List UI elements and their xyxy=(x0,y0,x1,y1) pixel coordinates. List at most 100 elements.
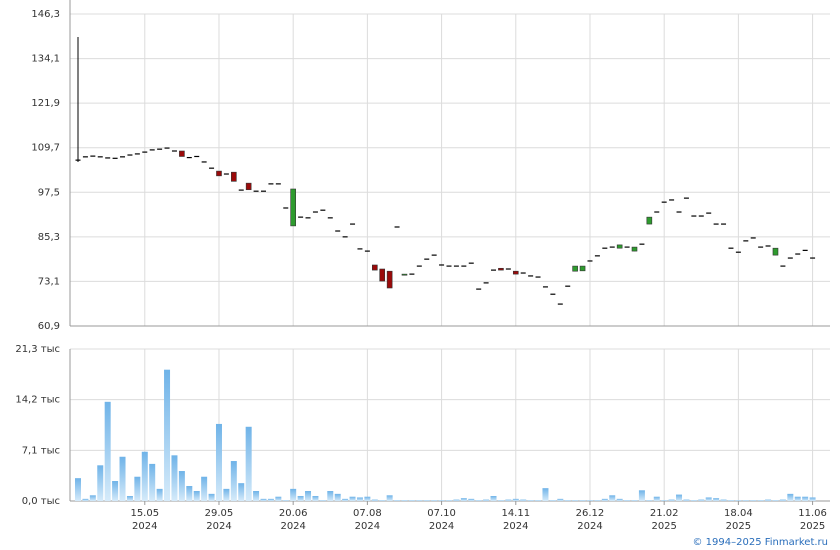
volume-bar xyxy=(698,499,705,501)
volume-bar xyxy=(535,500,542,501)
footer: © 1994–2025 Finmarket.ru xyxy=(692,537,828,548)
volume-bar xyxy=(267,498,274,501)
volume-bar xyxy=(512,498,519,501)
volume-bar xyxy=(742,500,749,501)
volume-bar xyxy=(549,500,556,501)
x-tick-year: 2025 xyxy=(800,521,825,532)
volume-bar xyxy=(638,490,645,501)
volume-bar xyxy=(119,456,126,501)
volume-bar xyxy=(572,500,579,501)
volume-bar xyxy=(690,500,697,501)
volume-bar xyxy=(794,496,801,501)
volume-bar xyxy=(386,495,393,501)
volume-bar xyxy=(646,500,653,501)
volume-bar xyxy=(757,500,764,501)
volume-bar xyxy=(193,491,200,501)
volume-bar xyxy=(104,401,111,501)
volume-bar xyxy=(727,500,734,501)
volume-bar xyxy=(164,369,171,501)
x-tick-label: 20.06 xyxy=(279,508,308,519)
candle-body xyxy=(371,264,378,271)
x-tick-year: 2024 xyxy=(280,521,305,532)
volume-bar xyxy=(312,496,319,501)
volume-bar xyxy=(579,500,586,501)
y-tick-label: 97,5 xyxy=(38,187,60,198)
x-tick-label: 07.10 xyxy=(427,508,456,519)
volume-bar xyxy=(141,451,148,501)
volume-bar xyxy=(75,478,81,501)
volume-bar xyxy=(97,465,104,501)
volume-bar xyxy=(349,496,356,501)
x-tick-label: 26.12 xyxy=(576,508,605,519)
y-tick-label: 73,1 xyxy=(38,276,60,287)
candle-body xyxy=(245,182,252,191)
volume-bar xyxy=(497,500,504,501)
volume-bar xyxy=(705,497,712,501)
volume-bar xyxy=(327,491,334,501)
volume-bar xyxy=(275,496,282,501)
x-tick-year: 2024 xyxy=(355,521,380,532)
x-tick-year: 2024 xyxy=(503,521,528,532)
volume-bar xyxy=(126,496,133,501)
volume-bar xyxy=(475,500,482,501)
candle-body xyxy=(631,246,638,252)
candle-body xyxy=(512,270,519,275)
volume-bar xyxy=(616,498,623,501)
volume-bar xyxy=(609,495,616,501)
volume-bar xyxy=(735,500,742,501)
y-tick-label: 134,1 xyxy=(31,54,60,65)
volume-bar xyxy=(490,496,497,501)
y-tick-label: 109,7 xyxy=(31,143,60,154)
candle-body xyxy=(616,244,623,249)
volume-bar xyxy=(668,499,675,501)
candle-body xyxy=(290,188,296,227)
volume-bar xyxy=(356,497,363,501)
volume-bar xyxy=(713,498,720,501)
volume-bar xyxy=(290,488,297,501)
volume-bar xyxy=(468,498,475,501)
volume-bar xyxy=(505,499,512,501)
volume-bar xyxy=(156,488,163,501)
y-tick-label: 7,1 тыс xyxy=(22,445,60,456)
candle-body xyxy=(231,171,237,182)
volume-bar xyxy=(624,500,631,501)
y-tick-label: 121,9 xyxy=(31,98,60,109)
x-tick-year: 2024 xyxy=(132,521,157,532)
candle-body xyxy=(401,273,408,276)
volume-bar xyxy=(520,499,527,501)
volume-bar xyxy=(89,495,96,501)
volume-bar xyxy=(446,500,452,501)
x-tick-year: 2025 xyxy=(651,521,676,532)
candle-body xyxy=(579,265,586,272)
volume-bar xyxy=(334,493,341,501)
volume-bar xyxy=(564,500,571,501)
volume-bar xyxy=(364,496,371,501)
volume-bar xyxy=(171,455,178,501)
candle-body xyxy=(386,270,393,289)
volume-bar xyxy=(631,500,638,501)
volume-bar xyxy=(149,463,156,501)
x-tick-year: 2024 xyxy=(577,521,602,532)
x-tick-label: 11.06 xyxy=(798,508,827,519)
volume-bar xyxy=(201,476,208,501)
volume-bar xyxy=(661,500,668,501)
volume-bar xyxy=(676,494,683,501)
volume-bar xyxy=(431,500,438,501)
volume-bar xyxy=(178,471,185,501)
volume-bar xyxy=(282,500,289,501)
x-tick-label: 18.04 xyxy=(724,508,753,519)
volume-bar xyxy=(601,498,608,501)
volume-bar xyxy=(750,500,757,501)
volume-bar xyxy=(416,500,423,501)
volume-bar xyxy=(253,491,260,501)
x-tick-label: 29.05 xyxy=(205,508,234,519)
volume-bar xyxy=(112,481,119,501)
volume-bar xyxy=(787,493,794,501)
candle-body xyxy=(646,216,653,225)
volume-bar xyxy=(238,483,245,501)
volume-bar xyxy=(208,493,215,501)
volume-bar xyxy=(460,498,467,501)
volume-bar xyxy=(401,500,408,501)
